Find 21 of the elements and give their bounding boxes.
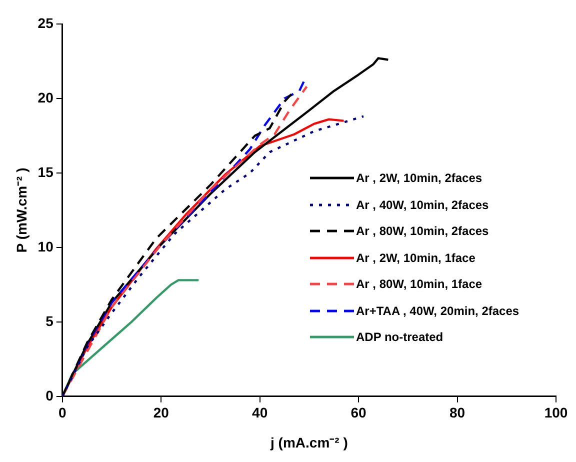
x-tick-label: 40 (252, 404, 268, 421)
x-tick-label: 80 (449, 404, 466, 421)
x-tick-label: 0 (58, 404, 66, 421)
y-tick-label: 5 (46, 312, 54, 329)
legend-label: Ar , 2W, 10min, 2faces (356, 171, 482, 186)
x-tick-label: 20 (153, 404, 170, 421)
x-tick-label: 60 (350, 404, 367, 421)
x-tick-label: 100 (544, 404, 568, 421)
y-tick-label: 10 (38, 238, 54, 254)
legend-label: Ar , 40W, 10min, 2faces (356, 198, 489, 212)
legend-label: ADP no-treated (356, 330, 444, 344)
y-tick-label: 15 (38, 164, 54, 180)
legend-label: Ar+TAA , 40W, 20min, 2faces (356, 304, 520, 318)
y-tick-label: 0 (46, 387, 54, 404)
legend-label: Ar , 2W, 10min, 1face (356, 250, 476, 265)
legend-label: Ar , 80W, 10min, 2faces (356, 224, 489, 238)
y-tick-label: 25 (38, 14, 54, 31)
x-axis-title: j (mA.cm⁻² ) (270, 434, 348, 450)
legend-label: Ar , 80W, 10min, 1face (356, 277, 482, 292)
y-tick-label: 20 (38, 89, 54, 106)
y-axis-title: P (mW.cm⁻² ) (13, 168, 30, 253)
